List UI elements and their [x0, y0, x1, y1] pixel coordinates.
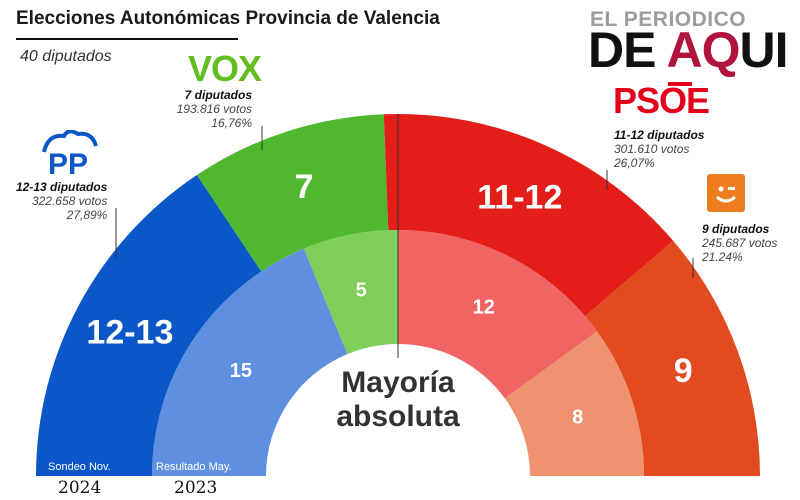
inner-ring-year: 2023 [174, 478, 218, 498]
brand-top-text: EL PERIODICO [590, 8, 747, 31]
center-label-line2: absoluta [336, 400, 460, 433]
psoe-pct: 26,07% [614, 156, 655, 170]
outer-sector-pp [36, 175, 262, 476]
brand-main-accent: AQ [666, 22, 741, 78]
inner-label-vox: 5 [356, 280, 367, 302]
inner-ring-result [152, 230, 644, 476]
pp-seats: 12-13 diputados [16, 180, 108, 194]
inner-label-psoe: 12 [473, 297, 495, 319]
vox-logo-icon: VOX [188, 48, 262, 89]
chart-subtitle: 40 diputados [20, 48, 112, 65]
inner-sector-psoe [398, 230, 598, 399]
brand-main-text: DE AQUI [588, 22, 789, 78]
psoe-logo-bar [668, 82, 692, 86]
compromis-pct: 21.24% [702, 250, 743, 264]
outer-label-compromis: 9 [674, 352, 693, 390]
inner-sector-compromis [504, 331, 644, 476]
vox-info: 7 diputados 193.816 votos 16,76% [168, 88, 252, 130]
outer-label-vox: 7 [295, 168, 314, 206]
brand-main-right: UI [739, 22, 789, 78]
brand-logo: EL PERIODICO DE AQUI [588, 8, 789, 78]
vox-seats: 7 diputados [184, 88, 252, 102]
vox-pct: 16,76% [211, 116, 252, 130]
outer-sector-psoe [383, 114, 674, 317]
psoe-seats: 11-12 diputados [614, 128, 705, 142]
inner-sector-vox [303, 230, 398, 355]
inner-label-pp: 15 [230, 360, 252, 382]
title-underline [16, 38, 238, 40]
outer-sector-compromis [585, 240, 760, 476]
inner-ring-label: Resultado May. [156, 461, 232, 473]
label-connectors [115, 114, 694, 358]
outer-label-pp: 12-13 [86, 314, 173, 352]
outer-ring-label: Sondeo Nov. [48, 461, 111, 473]
brand-main-left: DE [588, 22, 667, 78]
outer-label-psoe: 11-12 [477, 178, 562, 216]
pp-pct: 27,89% [66, 208, 108, 222]
outer-sector-vox [196, 114, 389, 272]
outer-ring-forecast [36, 114, 760, 476]
psoe-logo-icon: PSOE [613, 80, 710, 121]
vox-votes: 193.816 votos [176, 102, 252, 116]
chart-title: Elecciones Autonómicas Provincia de Vale… [16, 8, 440, 29]
pp-votes: 322.658 votos [31, 194, 108, 208]
pp-logo-icon: PP [38, 129, 104, 185]
psoe-info: 11-12 diputados 301.610 votos 26,07% [614, 128, 704, 170]
compromis-seats: 9 diputados [702, 222, 770, 236]
pp-logo-text: PP [48, 148, 88, 180]
pp-info: 12-13 diputados 322.658 votos 27,89% [16, 180, 107, 222]
psoe-votes: 301.610 votos [614, 142, 690, 156]
inner-label-compromis: 8 [572, 407, 583, 429]
compromis-logo-icon [707, 174, 745, 212]
compromis-votes: 245.687 votos [702, 236, 778, 250]
outer-ring-year: 2024 [58, 478, 102, 498]
compromis-info: 9 diputados 245.687 votos 21.24% [702, 222, 777, 264]
center-label-line1: Mayoría [341, 366, 455, 399]
inner-sector-pp [152, 248, 348, 476]
